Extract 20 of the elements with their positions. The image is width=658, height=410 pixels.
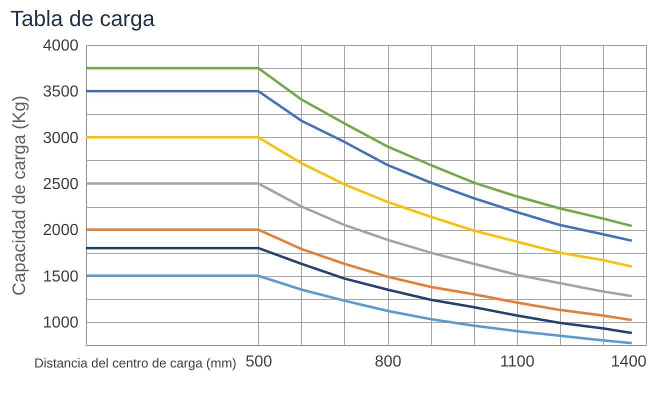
x-axis-title: Distancia del centro de carga (mm)	[34, 356, 236, 370]
y-tick-label: 2000	[42, 222, 79, 240]
line-series	[86, 228, 634, 322]
line-series	[86, 66, 634, 228]
x-tick-label: 1400	[610, 354, 647, 370]
y-tick-label: 3000	[42, 130, 79, 147]
y-tick-label: 4000	[42, 38, 79, 54]
y-tick-label: 1000	[42, 314, 79, 332]
line-series	[86, 90, 634, 242]
y-tick-label: 2500	[42, 176, 79, 193]
line-series	[86, 136, 634, 268]
x-tick-label: 1100	[500, 354, 535, 370]
x-tick-label: 500	[245, 354, 272, 370]
y-axis-title: Capacidad de carga (Kg)	[8, 95, 29, 296]
x-tick-label: 800	[374, 354, 402, 370]
chart-title: Tabla de carga	[10, 6, 156, 31]
y-tick-label: 1500	[42, 268, 79, 286]
y-tick-label: 3500	[42, 84, 79, 101]
line-series	[86, 274, 634, 344]
line-series	[86, 246, 634, 334]
